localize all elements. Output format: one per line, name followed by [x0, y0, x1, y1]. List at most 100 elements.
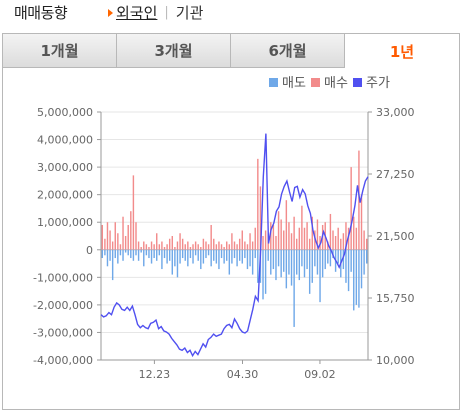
- sell-bar: [293, 249, 295, 327]
- sell-bar: [213, 249, 215, 261]
- sell-bar: [171, 249, 173, 275]
- sell-bar: [210, 249, 212, 267]
- sell-bar: [122, 249, 124, 261]
- buy-bar: [311, 216, 313, 250]
- buy-bar: [101, 224, 104, 250]
- sell-bar: [127, 249, 129, 256]
- chart-axes: [100, 112, 369, 361]
- buy-bar: [264, 230, 267, 250]
- sell-bar: [207, 249, 210, 256]
- legend-label: 매수: [324, 76, 348, 91]
- sell-bar: [168, 249, 171, 261]
- buy-bar: [119, 244, 122, 250]
- chart-legend: 매도 매수 주가: [269, 76, 390, 91]
- trading-chart: 매도 매수 주가 5,000,000 4,000,000 3,000,000 2,000,…: [33, 76, 415, 381]
- left-tick-label: 5,000,000: [37, 106, 93, 119]
- buy-bar: [296, 238, 298, 250]
- sell-bar: [111, 249, 114, 281]
- sell-bar: [104, 249, 106, 256]
- buy-bar: [303, 227, 306, 250]
- buy-bar: [288, 222, 290, 250]
- tab-6month[interactable]: 6개월: [230, 33, 345, 68]
- left-tick-label: -2,000,000: [33, 299, 93, 312]
- subnav-foreigner[interactable]: 외국인: [116, 4, 158, 22]
- sell-bar: [114, 249, 116, 259]
- sell-bar: [308, 249, 311, 294]
- sell-bar: [241, 249, 243, 264]
- buy-bar: [360, 194, 363, 250]
- sell-bar: [283, 249, 285, 272]
- sell-bar: [130, 249, 132, 259]
- buy-bar: [308, 238, 311, 250]
- sell-bar: [306, 249, 308, 270]
- buy-bar: [109, 230, 111, 250]
- buy-bar: [106, 222, 109, 250]
- sell-bar: [137, 249, 140, 261]
- sell-bar: [301, 249, 303, 267]
- sell-bar: [218, 249, 220, 270]
- sell-bar: [285, 249, 288, 289]
- buy-bar: [189, 247, 192, 250]
- sell-bar: [350, 249, 352, 272]
- buy-bar: [176, 241, 179, 250]
- sell-bar: [316, 249, 319, 275]
- buy-bar: [184, 244, 186, 250]
- sell-bars: [101, 249, 368, 327]
- sell-bar: [135, 249, 137, 256]
- buy-bar: [272, 224, 275, 250]
- tab-1month[interactable]: 1개월: [2, 33, 117, 68]
- left-tick-label: -4,000,000: [33, 354, 93, 367]
- sell-bar: [220, 249, 223, 259]
- buy-bar: [365, 238, 368, 250]
- sell-bar: [314, 249, 316, 267]
- buy-bar: [363, 230, 365, 250]
- buy-bar: [244, 241, 246, 250]
- sell-bar: [244, 249, 246, 259]
- sell-bar: [161, 249, 163, 270]
- buy-bar: [137, 241, 140, 250]
- right-tick-label: 10,000: [376, 354, 415, 367]
- sell-bar: [327, 249, 329, 264]
- sell-bar: [238, 249, 241, 261]
- buy-bar: [202, 238, 205, 250]
- buy-bar: [342, 233, 345, 250]
- buy-bar: [275, 236, 277, 250]
- sell-bar: [124, 249, 127, 253]
- buy-bar: [298, 227, 301, 250]
- sell-bar: [319, 249, 321, 303]
- sell-bar: [249, 249, 251, 267]
- buy-bar: [124, 236, 127, 250]
- tab-label: 1개월: [40, 42, 79, 60]
- sell-bar: [246, 249, 249, 270]
- sell-bar: [355, 249, 358, 305]
- tab-3month[interactable]: 3개월: [116, 33, 231, 68]
- sell-bar: [275, 249, 277, 281]
- buy-bar: [236, 244, 238, 250]
- sell-bar: [358, 249, 360, 308]
- x-tick-label: 04.30: [227, 368, 259, 381]
- subnav-institution[interactable]: 기관: [175, 4, 204, 22]
- tab-1year[interactable]: 1년: [344, 33, 460, 68]
- legend-swatch: [311, 78, 320, 87]
- buy-bar: [210, 224, 212, 250]
- right-tick-label: 15,750: [376, 292, 415, 305]
- subnav-divider: |: [164, 5, 169, 20]
- buy-bar: [347, 227, 350, 250]
- sell-bar: [153, 249, 155, 259]
- chart-gridlines: [101, 111, 368, 361]
- sell-bar: [184, 249, 186, 261]
- buy-bar: [111, 241, 114, 250]
- sell-bar: [363, 249, 365, 275]
- buy-bar: [223, 247, 225, 250]
- buy-bar: [283, 230, 285, 250]
- buy-bar: [220, 244, 223, 250]
- sell-bar: [223, 249, 225, 264]
- period-tabs: 1개월 3개월 6개월 1년: [2, 33, 460, 68]
- sell-bar: [166, 249, 168, 264]
- sell-bar: [156, 249, 158, 261]
- x-axis-ticks: 12.23 04.30 09.02: [139, 360, 336, 381]
- buy-bar: [194, 241, 197, 250]
- sell-bar: [288, 249, 290, 275]
- left-tick-label: 1,000,000: [37, 216, 93, 229]
- sell-bar: [303, 249, 306, 278]
